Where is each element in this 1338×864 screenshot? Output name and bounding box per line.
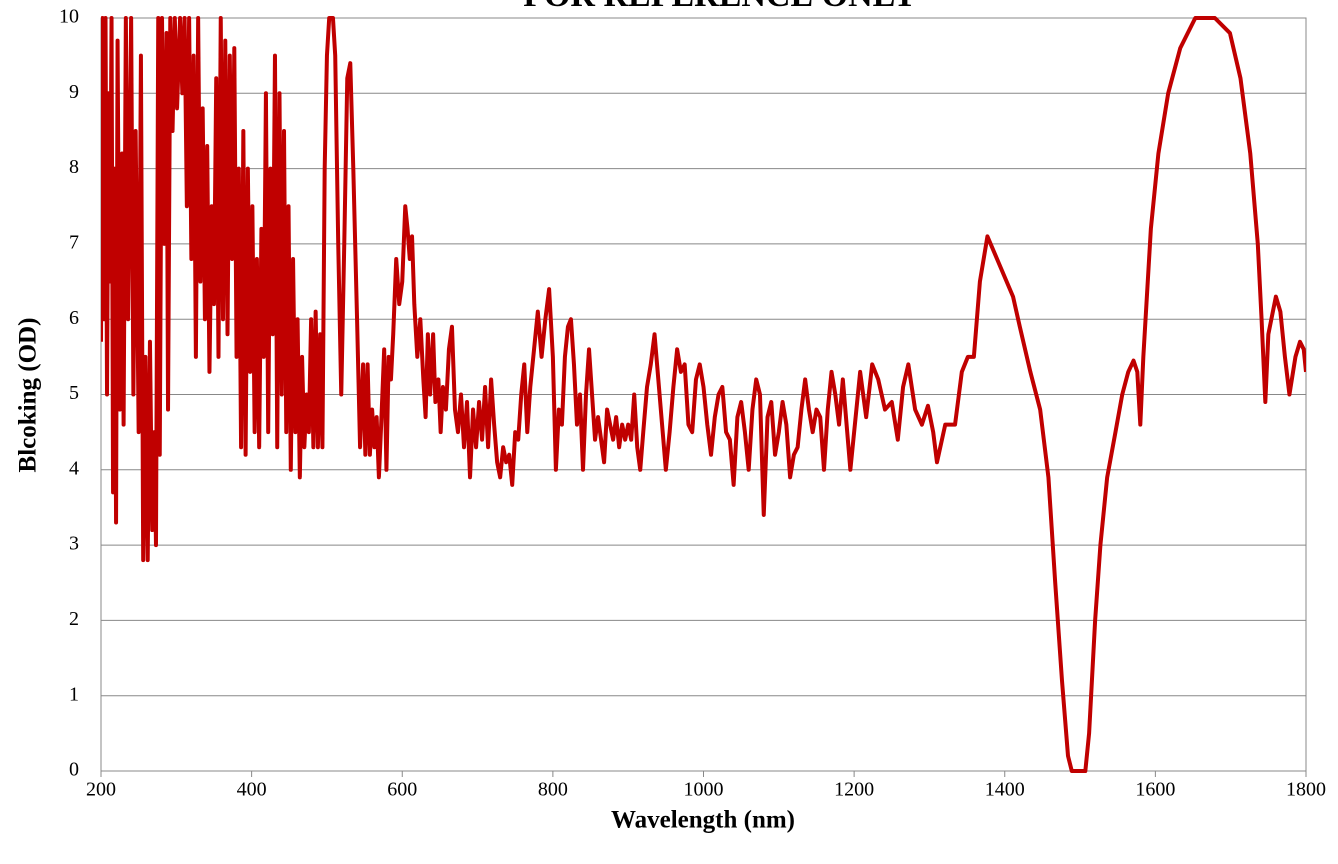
x-tick-label: 1200 [834,779,874,801]
y-tick-label: 9 [69,81,79,103]
y-tick-label: 6 [69,307,79,329]
x-tick-label: 400 [237,779,267,801]
y-tick-label: 3 [69,533,79,555]
y-tick-label: 10 [59,6,79,28]
y-tick-label: 2 [69,608,79,630]
y-tick-label: 1 [69,683,79,705]
chart-title: FOR REFERENCE ONLY [523,0,917,14]
x-tick-label: 1600 [1135,779,1175,801]
x-axis-label: Wavelength (nm) [611,807,795,834]
x-tick-label: 1400 [985,779,1025,801]
x-tick-label: 1000 [684,779,724,801]
y-axis-label: Blcoking (OD) [15,318,42,473]
x-tick-label: 200 [86,779,116,801]
y-tick-label: 0 [69,759,79,781]
data-line [101,16,1306,773]
y-tick-label: 7 [69,231,79,253]
y-tick-label: 8 [69,156,79,178]
y-tick-label: 4 [69,457,79,479]
y-tick-label: 5 [69,382,79,404]
x-tick-label: 600 [387,779,417,801]
x-tick-label: 800 [538,779,568,801]
x-tick-label: 1800 [1286,779,1326,801]
